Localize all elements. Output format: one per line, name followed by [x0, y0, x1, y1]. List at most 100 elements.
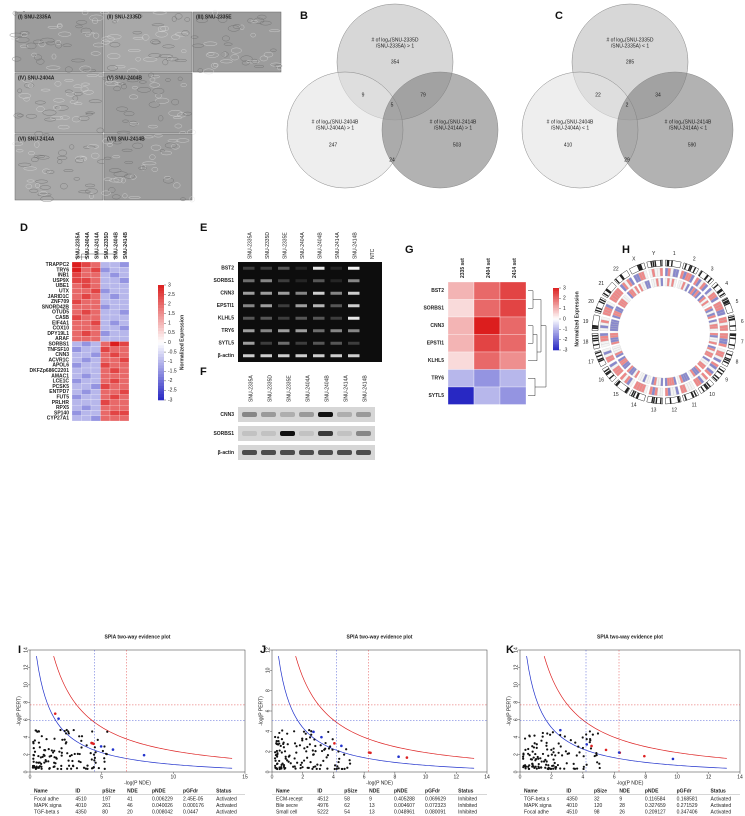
- pathway-dot: [60, 754, 63, 757]
- circos-track-cell: [650, 376, 656, 386]
- cytoband: [608, 374, 615, 380]
- pathway-dot: [301, 766, 304, 769]
- colorbar-step: [158, 293, 164, 297]
- blot-band: [318, 431, 333, 436]
- heatmap-cell: [90, 394, 101, 400]
- blot-band: [299, 431, 314, 436]
- pathway-dot: [548, 733, 552, 736]
- cytoband: [620, 274, 625, 280]
- chromosome-label: 5: [736, 299, 739, 305]
- table-cell: 9: [619, 796, 622, 802]
- y-tick-label: 2: [265, 750, 271, 753]
- pathway-dot: [278, 742, 281, 745]
- pathway-dot: [43, 761, 46, 764]
- blot-band: [261, 431, 276, 436]
- circos-track-cell: [659, 267, 663, 277]
- table-header: Status: [216, 788, 232, 794]
- chromosome-label: 14: [631, 402, 637, 408]
- gel-band: [295, 354, 307, 358]
- table-header: NDE: [369, 788, 380, 794]
- circos-track-cell: [708, 340, 718, 346]
- heatmap-cell: [90, 336, 101, 342]
- pathway-dot: [559, 745, 562, 748]
- cytoband: [599, 298, 606, 303]
- pathway-dot: [273, 757, 277, 760]
- pathway-dot: [537, 762, 540, 766]
- pathway-dot: [549, 767, 553, 770]
- gel-band: [295, 266, 307, 270]
- pathway-dot: [43, 749, 46, 752]
- cell-texture: [73, 102, 83, 105]
- cell-texture: [52, 105, 61, 110]
- cytoband: [597, 357, 604, 361]
- cell-texture: [118, 82, 126, 86]
- pathway-dot: [67, 764, 71, 767]
- y-tick-label: 10: [265, 667, 271, 673]
- table-cell: Activated: [216, 796, 237, 802]
- circos-track-cell: [704, 368, 713, 377]
- cytoband: [666, 260, 669, 267]
- pathway-dot: [57, 717, 60, 720]
- pathway-dot: [36, 730, 39, 733]
- circos-track-cell: [679, 384, 685, 394]
- pathway-dot: [89, 752, 92, 755]
- chromosome-label: 9: [725, 377, 728, 383]
- colorbar-step: [553, 326, 559, 329]
- heatmap-cell: [109, 367, 120, 374]
- x-tick-label: 6: [613, 774, 616, 780]
- colorbar-step: [553, 332, 559, 335]
- pathway-dot: [282, 742, 285, 746]
- pathway-dot: [337, 760, 340, 764]
- chromosome: [711, 281, 726, 299]
- table-cell: Activated: [711, 796, 732, 802]
- venn-set-label: /SNU-2414A) > 1: [434, 125, 472, 131]
- cell-texture: [34, 130, 44, 138]
- colorbar-step: [158, 342, 164, 346]
- heatmap-cell: [119, 293, 130, 300]
- pathway-dot: [311, 749, 314, 752]
- pathway-dot: [78, 752, 81, 756]
- pathway-dot: [598, 766, 601, 770]
- cell-texture: [42, 168, 51, 174]
- pathway-dot: [308, 736, 312, 739]
- heatmap-cell: [499, 369, 527, 388]
- x-tick-label: 8: [393, 774, 396, 780]
- band-label: CNN3: [220, 412, 234, 418]
- circos-track-cell: [626, 365, 634, 373]
- micrograph: [103, 72, 193, 134]
- table-header: pSize: [102, 788, 115, 794]
- pathway-dot: [331, 748, 334, 751]
- table-header: pGFdr: [677, 788, 692, 794]
- pathway-dot: [103, 757, 106, 760]
- chromosome-label: 19: [583, 319, 589, 325]
- heatmap-cell: [90, 378, 101, 385]
- gel-band: [313, 304, 325, 308]
- pathway-dot: [304, 732, 307, 735]
- colorbar-tick-label: 1: [563, 306, 566, 312]
- table-header: ID: [317, 788, 322, 794]
- heatmap-cell: [119, 314, 130, 321]
- heatmap-cell: [81, 362, 92, 369]
- chromosome-label: Y: [652, 251, 656, 257]
- x-tick-label: 8: [644, 774, 647, 780]
- colorbar-step: [158, 388, 164, 392]
- pathway-dot: [278, 749, 281, 752]
- heatmap-cell: [81, 378, 92, 385]
- cytoband: [713, 374, 720, 380]
- pathway-dot: [92, 766, 95, 769]
- cytoband: [605, 370, 612, 376]
- pathway-dot: [39, 756, 42, 759]
- gel-band: [348, 266, 360, 270]
- y-tick-label: 4: [513, 736, 519, 739]
- table-cell: Small cell: [276, 809, 297, 815]
- threshold-curve: [278, 656, 475, 769]
- pathway-dot: [337, 767, 340, 770]
- pathway-dot: [530, 758, 534, 761]
- pathway-dot: [72, 765, 75, 768]
- table-header: Name: [34, 788, 48, 794]
- table-cell: 4976: [317, 803, 328, 809]
- colorbar-step: [553, 306, 559, 309]
- cell-texture: [108, 187, 116, 194]
- heatmap-cell: [109, 309, 120, 316]
- colorbar-step: [553, 309, 559, 312]
